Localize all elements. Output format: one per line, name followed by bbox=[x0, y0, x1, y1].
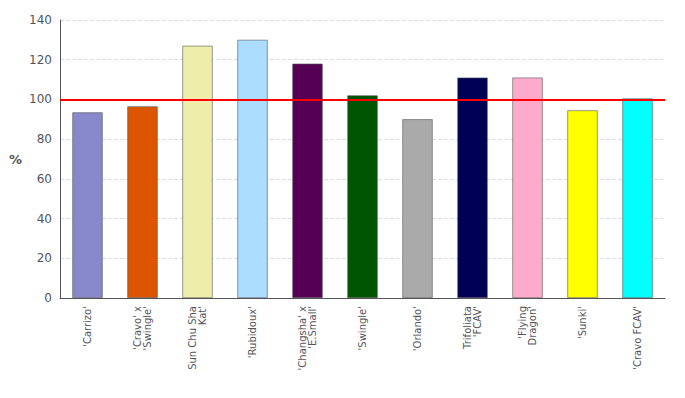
svg-text:'E.Small': 'E.Small' bbox=[307, 306, 318, 349]
svg-text:'Carrizo': 'Carrizo' bbox=[82, 306, 93, 347]
svg-text:'Cravo FCAV': 'Cravo FCAV' bbox=[632, 306, 643, 370]
svg-text:'Flying: 'Flying bbox=[517, 306, 528, 339]
svg-text:Kat': Kat' bbox=[197, 306, 208, 325]
svg-text:%: % bbox=[9, 152, 22, 167]
svg-text:60: 60 bbox=[37, 172, 52, 186]
svg-text:0: 0 bbox=[44, 291, 52, 305]
svg-text:120: 120 bbox=[29, 53, 52, 67]
svg-text:'Cravo' x: 'Cravo' x bbox=[132, 306, 143, 350]
svg-text:Sun Chu Sha: Sun Chu Sha bbox=[187, 306, 198, 370]
svg-text:Dragon': Dragon' bbox=[527, 306, 538, 346]
svg-text:80: 80 bbox=[37, 132, 52, 146]
svg-text:100: 100 bbox=[29, 92, 52, 106]
svg-text:20: 20 bbox=[37, 251, 52, 265]
svg-text:140: 140 bbox=[29, 13, 52, 27]
svg-text:'Sunki': 'Sunki' bbox=[577, 306, 588, 339]
svg-text:'Rubidoux': 'Rubidoux' bbox=[247, 306, 258, 358]
svg-text:'Orlando': 'Orlando' bbox=[412, 306, 423, 351]
svg-text:'Swingle': 'Swingle' bbox=[142, 306, 153, 350]
svg-text:'Swingle': 'Swingle' bbox=[357, 306, 368, 350]
svg-text:'FCAV': 'FCAV' bbox=[472, 306, 483, 337]
svg-text:'Changsha' x: 'Changsha' x bbox=[297, 306, 308, 371]
svg-text:Trifoliata: Trifoliata bbox=[462, 306, 473, 349]
svg-text:40: 40 bbox=[37, 212, 52, 226]
